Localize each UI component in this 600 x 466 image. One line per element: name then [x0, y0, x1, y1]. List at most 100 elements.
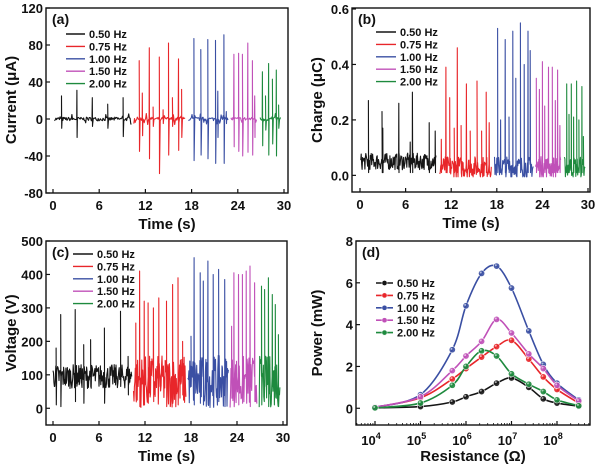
data-point: [493, 315, 501, 323]
data-point: [507, 370, 515, 378]
legend-item: 0.50 Hz: [73, 249, 135, 261]
legend-label: 1.50 Hz: [97, 286, 135, 298]
series-line-150: [230, 42, 258, 157]
data-point: [478, 337, 486, 345]
legend-item: 1.00 Hz: [73, 274, 135, 286]
panel-label: (c): [52, 244, 69, 260]
data-point: [371, 404, 379, 412]
legend-item: 2.00 Hz: [66, 79, 127, 91]
x-tick-label: 106: [452, 431, 471, 448]
x-tick-exponent: 5: [421, 431, 426, 441]
y-axis-label: Current (μA): [3, 56, 20, 144]
data-point-highlight: [450, 347, 453, 350]
legend-item: 1.00 Hz: [376, 303, 435, 315]
plot-area: [371, 262, 583, 412]
y-tick-label: -80: [24, 186, 43, 201]
legend-label: 1.00 Hz: [97, 274, 135, 286]
plot-area: [52, 257, 281, 409]
data-point-highlight: [450, 400, 453, 403]
data-point: [448, 375, 456, 383]
data-point: [525, 327, 533, 335]
data-point-highlight: [541, 366, 544, 369]
data-point-highlight: [494, 317, 497, 320]
data-point-highlight: [555, 398, 558, 401]
data-point: [493, 352, 501, 360]
series-line-075: [439, 47, 492, 178]
y-tick-label: 6: [346, 276, 353, 291]
panel-d: 104 105 106 107 108 0 2 4 6 8 Resistance (Ω) Power …: [309, 234, 591, 465]
x-tick-label: 107: [498, 431, 517, 448]
y-tick-label: 8: [346, 234, 353, 249]
data-point-highlight: [541, 375, 544, 378]
legend-label: 0.75 Hz: [397, 290, 435, 302]
plot-frame: [355, 240, 591, 426]
legend-label: 0.50 Hz: [89, 29, 127, 41]
legend-label: 0.50 Hz: [397, 278, 435, 290]
legend-label: 0.50 Hz: [400, 27, 438, 39]
y-tick-label: 80: [29, 38, 43, 53]
data-point-highlight: [494, 381, 497, 384]
data-point: [462, 393, 470, 401]
data-point: [525, 350, 533, 358]
y-tick-label: 4: [346, 318, 354, 333]
data-point: [525, 380, 533, 388]
data-point: [553, 381, 561, 389]
x-tick-label: 24: [231, 198, 246, 213]
data-point: [507, 336, 515, 344]
data-point-highlight: [464, 394, 467, 397]
x-tick-label: 24: [230, 430, 245, 445]
x-tick-label: 6: [96, 198, 103, 213]
plot-area: [54, 34, 282, 175]
legend-label: 2.00 Hz: [397, 328, 435, 340]
y-tick-label: 0.0: [331, 168, 349, 183]
data-point-highlight: [418, 401, 421, 404]
y-axis-label: Charge (μC): [309, 57, 326, 143]
legend-label: 1.50 Hz: [400, 64, 438, 76]
x-tick-label: 30: [581, 197, 595, 212]
y-tick-label: 0: [36, 401, 43, 416]
plot-frame: [45, 7, 289, 194]
legend-item: 2.00 Hz: [376, 77, 438, 89]
legend-item: 2.00 Hz: [73, 299, 135, 311]
panel-b: 0 6 12 18 24 30 0.0 0.2 0.4 0.6 Time (s) Charge (μC…: [309, 2, 595, 232]
data-point: [507, 329, 515, 337]
legend-item: 0.75 Hz: [73, 261, 135, 273]
x-tick-label: 30: [276, 430, 290, 445]
x-axis-label: Time (s): [442, 215, 499, 232]
data-point-highlight: [373, 405, 376, 408]
series-line-100: [188, 34, 229, 164]
legend-item: 0.75 Hz: [376, 290, 435, 302]
legend: 0.50 Hz0.75 Hz1.00 Hz1.50 Hz2.00 Hz: [376, 278, 435, 340]
y-tick-label: 400: [21, 267, 43, 282]
series-line-200: [259, 62, 282, 157]
legend-marker: [381, 317, 388, 324]
x-tick-label: 6: [95, 430, 102, 445]
data-point-highlight: [541, 396, 544, 399]
legend-item: 1.00 Hz: [376, 52, 438, 64]
legend-label: 0.75 Hz: [97, 261, 135, 273]
y-axis-label: Power (mW): [309, 290, 326, 377]
data-point: [448, 346, 456, 354]
x-tick-exponent: 8: [558, 431, 563, 441]
x-tick-label: 0: [49, 198, 56, 213]
data-point: [539, 373, 547, 381]
x-tick-label: 18: [184, 430, 198, 445]
legend-item: 1.00 Hz: [66, 54, 127, 66]
legend-label: 1.00 Hz: [400, 52, 438, 64]
data-point-highlight: [526, 382, 529, 385]
data-point: [478, 347, 486, 355]
legend: 0.50 Hz0.75 Hz1.00 Hz1.50 Hz2.00 Hz: [73, 249, 135, 311]
x-tick-label: 18: [490, 197, 504, 212]
series-line-050: [54, 89, 132, 139]
x-tick-exponent: 4: [376, 431, 381, 441]
legend-label: 2.00 Hz: [400, 77, 438, 89]
data-point-highlight: [526, 357, 529, 360]
series-line-200: [374, 349, 579, 409]
x-tick-label: 0: [356, 197, 363, 212]
legend-label: 1.00 Hz: [397, 303, 435, 315]
data-point: [416, 393, 424, 401]
x-axis-label: Time (s): [138, 448, 195, 465]
data-point: [493, 343, 501, 351]
data-point-highlight: [541, 362, 544, 365]
x-tick-label: 12: [444, 197, 458, 212]
